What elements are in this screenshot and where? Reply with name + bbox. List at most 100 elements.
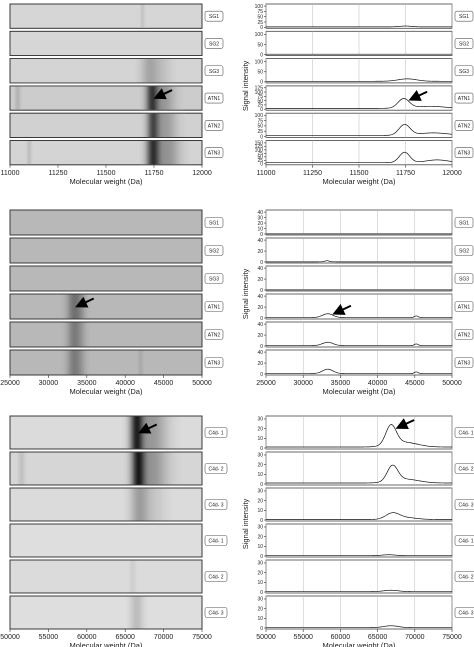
- lane-2: SG2: [9, 30, 224, 56]
- lane-background: [9, 3, 203, 29]
- lane-label-box: [204, 38, 224, 49]
- band-strip: [137, 488, 139, 521]
- band-strip: [141, 488, 144, 521]
- lane-2: 0 10 20 30 C4d- 2: [257, 451, 474, 488]
- lane-label: C4d- 2: [208, 575, 223, 581]
- signal-trace: [266, 25, 452, 28]
- band-strip: [81, 322, 83, 347]
- band-strip: [75, 322, 77, 347]
- band-strip: [152, 452, 154, 485]
- band-strip: [127, 416, 130, 449]
- band-strip: [129, 452, 131, 485]
- lane-label: ATN3: [458, 151, 471, 157]
- y-tick-label: 40: [257, 294, 263, 300]
- band-strip: [182, 113, 185, 137]
- band-strip: [140, 141, 143, 165]
- band-strip: [63, 350, 65, 375]
- x-tick-label: 11750: [396, 170, 415, 177]
- band-strip: [62, 294, 64, 319]
- y-tick-label: 75: [257, 151, 263, 157]
- band-strip: [147, 488, 149, 521]
- band-strip: [80, 322, 82, 347]
- lane-label: SG3: [209, 69, 219, 75]
- band-strip: [154, 488, 156, 521]
- y-axis-label: Signal intensity: [241, 60, 250, 111]
- lane-6: 0 20 40 ATN3: [257, 349, 474, 378]
- band-strip: [175, 113, 178, 137]
- lane-4: C4d- 1: [9, 523, 228, 558]
- y-tick-label: 150: [255, 141, 264, 147]
- lane-background: [9, 523, 203, 558]
- band-strip: [31, 141, 34, 165]
- y-tick-label: 20: [257, 570, 263, 576]
- band-strip: [137, 452, 139, 485]
- band-strip: [147, 59, 150, 83]
- band-strip: [77, 350, 79, 375]
- x-tick-label: 25000: [256, 380, 276, 387]
- x-tick-label: 65000: [115, 634, 135, 641]
- x-tick-label: 11000: [1, 170, 20, 177]
- y-tick-label: 10: [257, 472, 263, 478]
- band-strip: [181, 113, 183, 137]
- x-tick-label: 40000: [115, 380, 135, 387]
- band-strip: [171, 59, 173, 83]
- x-tick-label: 35000: [77, 380, 97, 387]
- y-tick-label: 30: [257, 597, 263, 603]
- band-strip: [84, 322, 86, 347]
- band-strip: [82, 350, 84, 375]
- band-strip: [177, 113, 179, 137]
- band-strip: [130, 452, 132, 485]
- y-tick-label: 0: [260, 446, 263, 452]
- lane-1: 0 10 20 30 C4d- 1: [257, 415, 474, 452]
- lane-label: SG3: [459, 69, 469, 75]
- band-strip: [129, 416, 131, 449]
- band-strip: [167, 86, 169, 110]
- band-strip: [166, 59, 168, 83]
- lane-6: C4d- 3: [9, 595, 228, 630]
- band-strip: [140, 86, 143, 110]
- band-strip: [171, 452, 173, 485]
- band-strip: [147, 452, 150, 485]
- band-strip: [155, 416, 158, 449]
- band-strip: [159, 113, 161, 137]
- signal-trace: [266, 625, 452, 629]
- band-strip: [161, 59, 164, 83]
- signal-trace: [266, 151, 453, 164]
- band-strip: [153, 141, 155, 165]
- band-strip: [184, 141, 186, 165]
- band-strip: [137, 59, 139, 83]
- band-strip: [133, 488, 135, 521]
- band-strip: [170, 416, 172, 449]
- y-tick-label: 0: [260, 80, 263, 86]
- y-tick-label: 20: [257, 305, 263, 311]
- band-strip: [140, 350, 143, 375]
- band-strip: [124, 452, 126, 485]
- band-strip: [29, 141, 31, 165]
- band-strip: [133, 452, 136, 485]
- lane-label: C4d- 3: [458, 611, 473, 617]
- band-strip: [188, 141, 191, 165]
- band-strip: [174, 452, 177, 485]
- band-strip: [136, 488, 138, 521]
- band-strip: [150, 141, 152, 165]
- band-strip: [179, 86, 181, 110]
- band-strip: [172, 452, 174, 485]
- band-strip: [162, 113, 164, 137]
- band-strip: [61, 350, 63, 375]
- band-strip: [174, 141, 177, 165]
- band-strip: [131, 452, 133, 485]
- lane-label: ATN1: [208, 305, 221, 311]
- y-tick-label: 0: [260, 134, 263, 140]
- band-strip: [70, 294, 72, 319]
- lane-border: [9, 293, 203, 320]
- band-strip: [69, 322, 71, 347]
- band-strip: [154, 141, 156, 165]
- y-tick-label: 0: [260, 25, 263, 31]
- band-strip: [178, 113, 180, 137]
- band-strip: [181, 141, 184, 165]
- band-strip: [162, 488, 164, 521]
- band-strip: [171, 141, 173, 165]
- lane-4: 0 10 20 30 C4d- 1: [257, 523, 474, 560]
